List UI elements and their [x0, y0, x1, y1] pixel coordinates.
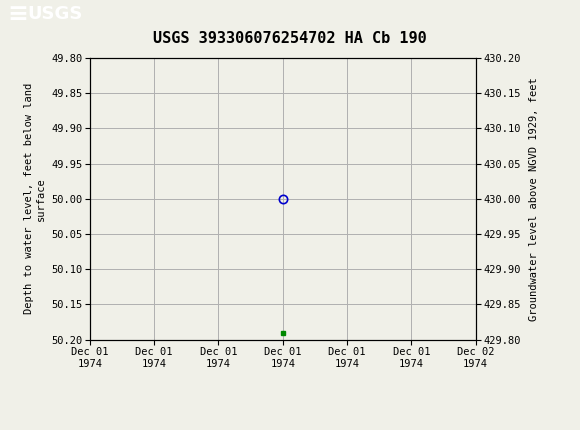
Y-axis label: Depth to water level, feet below land
surface: Depth to water level, feet below land su…	[24, 83, 45, 314]
Text: USGS: USGS	[28, 5, 83, 23]
Text: ≡: ≡	[7, 2, 28, 26]
Text: USGS 393306076254702 HA Cb 190: USGS 393306076254702 HA Cb 190	[153, 31, 427, 46]
Y-axis label: Groundwater level above NGVD 1929, feet: Groundwater level above NGVD 1929, feet	[529, 77, 539, 321]
